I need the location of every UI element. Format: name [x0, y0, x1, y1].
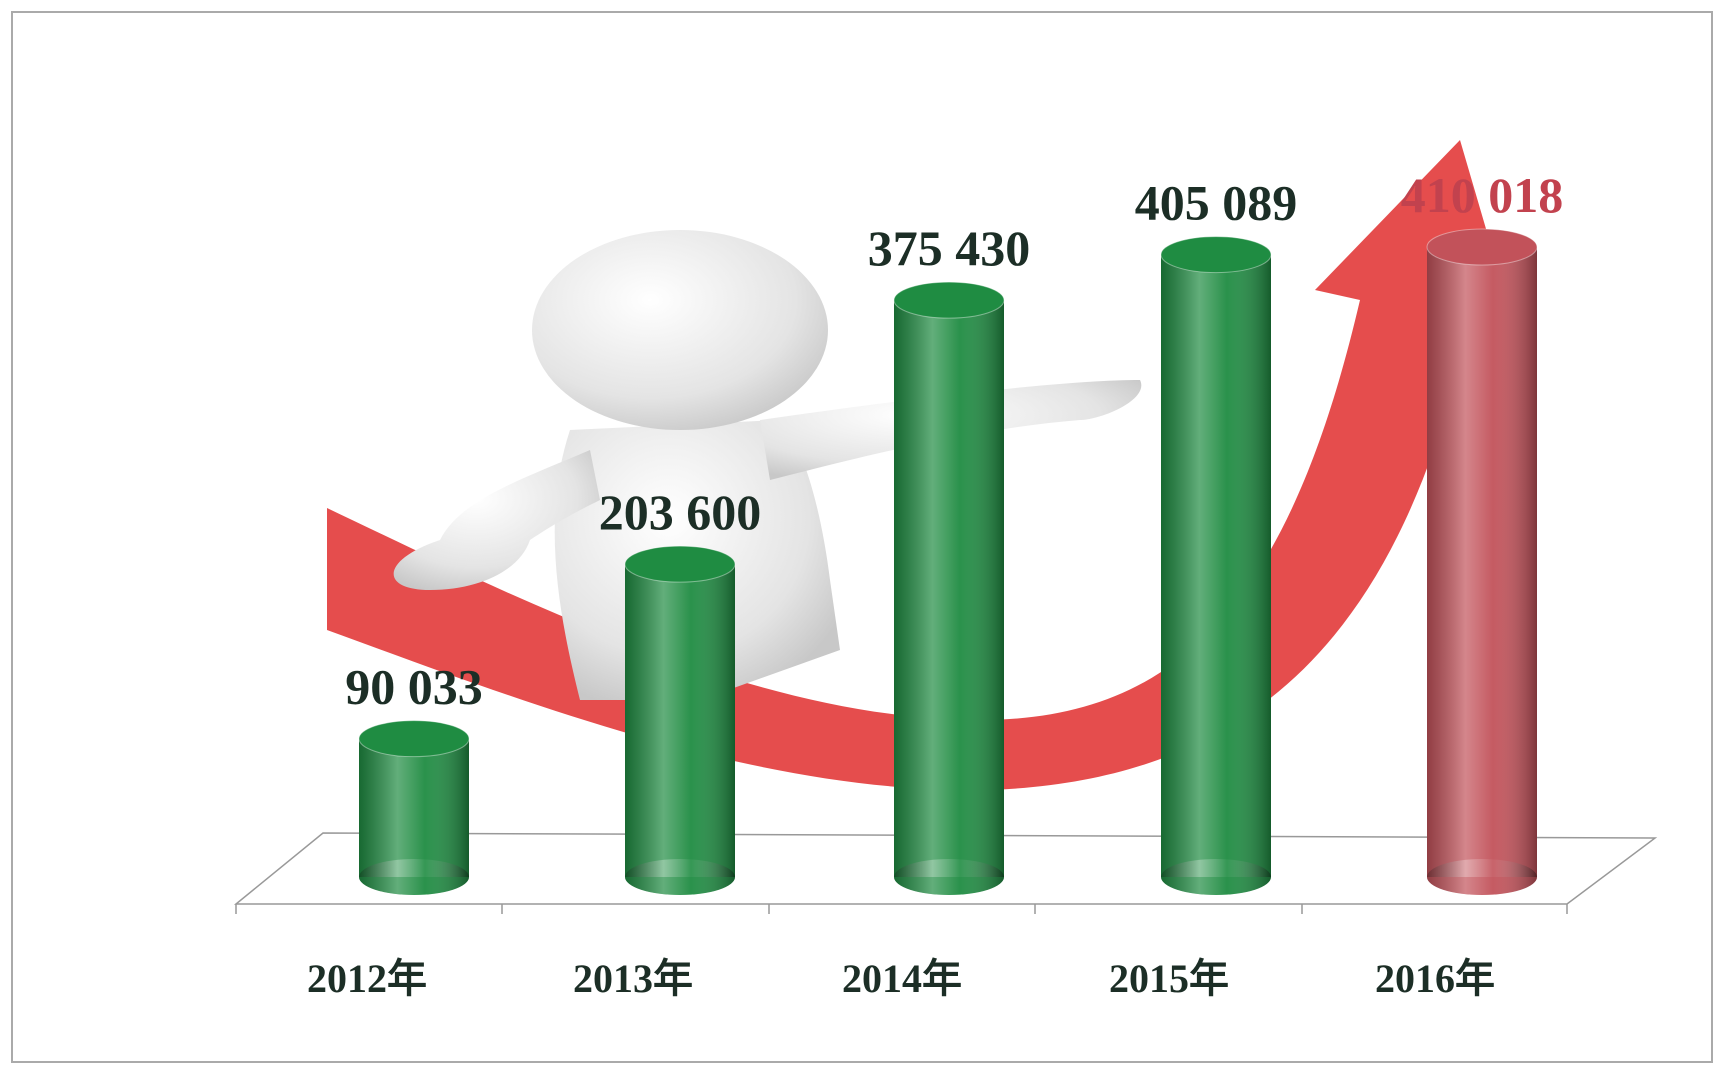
- bar-shading: [1161, 254, 1271, 878]
- value-label: 405 089: [1135, 175, 1298, 231]
- x-tick-label: 2013年: [573, 956, 693, 1001]
- bar-shading: [359, 859, 469, 895]
- value-label: 203 600: [599, 484, 762, 540]
- bar-top: [358, 720, 470, 758]
- bar-top: [893, 281, 1005, 319]
- bar-top: [1426, 228, 1538, 266]
- bar-shading: [625, 564, 735, 877]
- floor-ticks: [235, 904, 1568, 914]
- value-label: 90 033: [345, 659, 483, 715]
- bar-shading: [894, 859, 1004, 895]
- x-tick-label: 2015年: [1109, 956, 1229, 1001]
- x-tick-label: 2016年: [1375, 956, 1495, 1001]
- value-label: 410 018: [1401, 167, 1564, 223]
- bar-shading: [1427, 859, 1537, 895]
- value-label: 375 430: [868, 220, 1031, 276]
- bar-top: [624, 545, 736, 583]
- frame: [11, 11, 1713, 1063]
- bar-shading: [894, 300, 1004, 877]
- bar-shading: [359, 738, 469, 877]
- bar-shading: [1427, 247, 1537, 877]
- bar-shading: [625, 859, 735, 895]
- x-tick-label: 2012年: [307, 956, 427, 1001]
- bar-shading: [1161, 859, 1271, 895]
- bar-top: [1160, 236, 1272, 274]
- x-tick-label: 2014年: [842, 956, 962, 1001]
